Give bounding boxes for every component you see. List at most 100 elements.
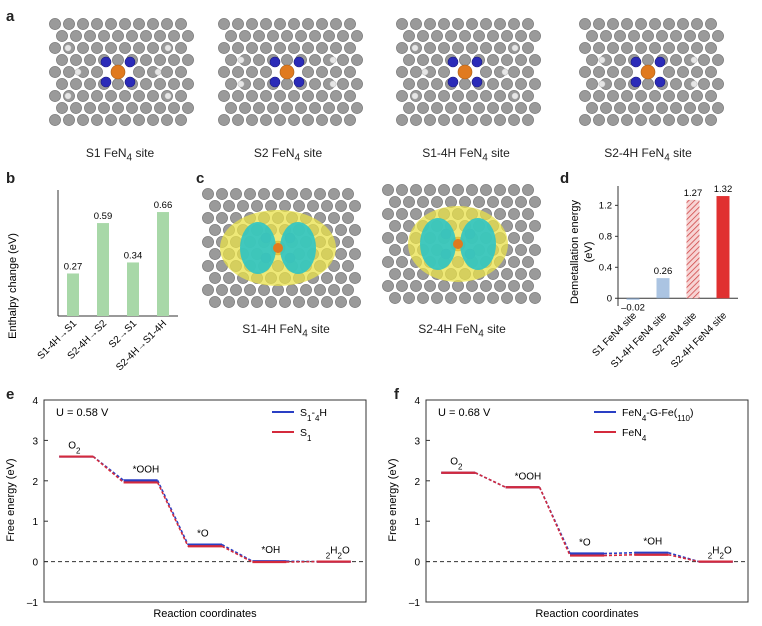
carbon-atom xyxy=(389,220,401,232)
carbon-atom xyxy=(253,54,265,66)
carbon-atom xyxy=(424,280,436,292)
carbon-atom xyxy=(691,42,703,54)
nitrogen-atom xyxy=(447,76,459,88)
carbon-atom xyxy=(295,30,307,42)
carbon-atom xyxy=(300,188,312,200)
panel-c-charge-density xyxy=(202,184,541,308)
carbon-atom xyxy=(300,284,312,296)
carbon-atom xyxy=(253,30,265,42)
carbon-atom xyxy=(396,184,408,196)
nitrogen-atom xyxy=(269,76,281,88)
carbon-atom xyxy=(182,78,194,90)
carbon-atom xyxy=(698,102,710,114)
carbon-atom xyxy=(105,114,117,126)
carbon-atom xyxy=(480,42,492,54)
carbon-atom xyxy=(628,102,640,114)
iron-atom xyxy=(279,64,295,80)
carbon-atom xyxy=(286,284,298,296)
carbon-atom xyxy=(223,296,235,308)
carbon-atom xyxy=(335,248,347,260)
carbon-atom xyxy=(515,268,527,280)
carbon-atom xyxy=(459,102,471,114)
carbon-atom xyxy=(466,90,478,102)
carbon-atom xyxy=(209,272,221,284)
carbon-atom xyxy=(410,280,422,292)
carbon-atom xyxy=(431,196,443,208)
chart-e-legend-label: S1 xyxy=(300,427,312,443)
chart-b-bar xyxy=(67,273,79,316)
carbon-atom xyxy=(133,90,145,102)
hydrogen-atom xyxy=(690,80,698,88)
carbon-atom xyxy=(342,212,354,224)
carbon-atom xyxy=(705,18,717,30)
carbon-atom xyxy=(691,18,703,30)
carbon-atom xyxy=(445,292,457,304)
carbon-atom xyxy=(445,102,457,114)
hydrogen-atom xyxy=(329,56,337,64)
carbon-atom xyxy=(438,42,450,54)
chart-f-ytick-label: –1 xyxy=(409,598,421,609)
carbon-atom xyxy=(244,188,256,200)
carbon-atom xyxy=(614,54,626,66)
carbon-atom xyxy=(258,284,270,296)
carbon-atom xyxy=(593,66,605,78)
carbon-atom xyxy=(182,102,194,114)
nitrogen-atom xyxy=(654,56,666,68)
carbon-atom xyxy=(281,102,293,114)
carbon-atom xyxy=(351,102,363,114)
nitrogen-atom xyxy=(471,76,483,88)
carbon-atom xyxy=(487,30,499,42)
hydrogen-atom xyxy=(411,44,419,52)
panel-label-b: b xyxy=(6,170,16,187)
carbon-atom xyxy=(209,200,221,212)
hydrogen-atom xyxy=(329,80,337,88)
carbon-atom xyxy=(63,18,75,30)
carbon-atom xyxy=(621,42,633,54)
carbon-atom xyxy=(77,18,89,30)
chart-e-step-label: *O xyxy=(197,529,209,540)
carbon-atom xyxy=(314,188,326,200)
carbon-atom xyxy=(691,114,703,126)
carbon-atom xyxy=(445,196,457,208)
carbon-atom xyxy=(154,54,166,66)
carbon-atom xyxy=(396,256,408,268)
carbon-atom xyxy=(677,42,689,54)
chart-e-connector xyxy=(221,543,253,562)
carbon-atom xyxy=(480,184,492,196)
carbon-atom xyxy=(168,78,180,90)
carbon-atom xyxy=(466,42,478,54)
carbon-atom xyxy=(337,54,349,66)
carbon-atom xyxy=(494,18,506,30)
hydrogen-atom xyxy=(154,68,162,76)
carbon-atom xyxy=(642,54,654,66)
carbon-atom xyxy=(579,90,591,102)
hydrogen-atom xyxy=(501,68,509,76)
carbon-atom xyxy=(431,102,443,114)
carbon-atom xyxy=(225,54,237,66)
carbon-atom xyxy=(223,200,235,212)
carbon-atom xyxy=(593,90,605,102)
panel-label-d: d xyxy=(560,170,570,187)
carbon-atom xyxy=(410,114,422,126)
chart-f-frame xyxy=(425,399,749,603)
carbon-atom xyxy=(529,54,541,66)
carbon-atom xyxy=(330,66,342,78)
chart-f-xlabel: Reaction coordinates xyxy=(535,608,639,620)
chart-e-step-label: *OH xyxy=(261,545,280,556)
carbon-atom xyxy=(351,54,363,66)
carbon-atom xyxy=(175,42,187,54)
chart-f-step-label: *OH xyxy=(643,537,662,548)
carbon-atom xyxy=(403,30,415,42)
carbon-atom xyxy=(466,280,478,292)
carbon-atom xyxy=(677,90,689,102)
carbon-atom xyxy=(410,208,422,220)
chart-b-ylabel: Enthalpy change (eV) xyxy=(7,233,19,339)
carbon-atom xyxy=(209,248,221,260)
carbon-atom xyxy=(487,292,499,304)
nitrogen-atom xyxy=(100,76,112,88)
carbon-atom xyxy=(314,284,326,296)
carbon-atom xyxy=(579,66,591,78)
nitrogen-atom xyxy=(654,76,666,88)
carbon-atom xyxy=(501,268,513,280)
carbon-atom xyxy=(316,66,328,78)
